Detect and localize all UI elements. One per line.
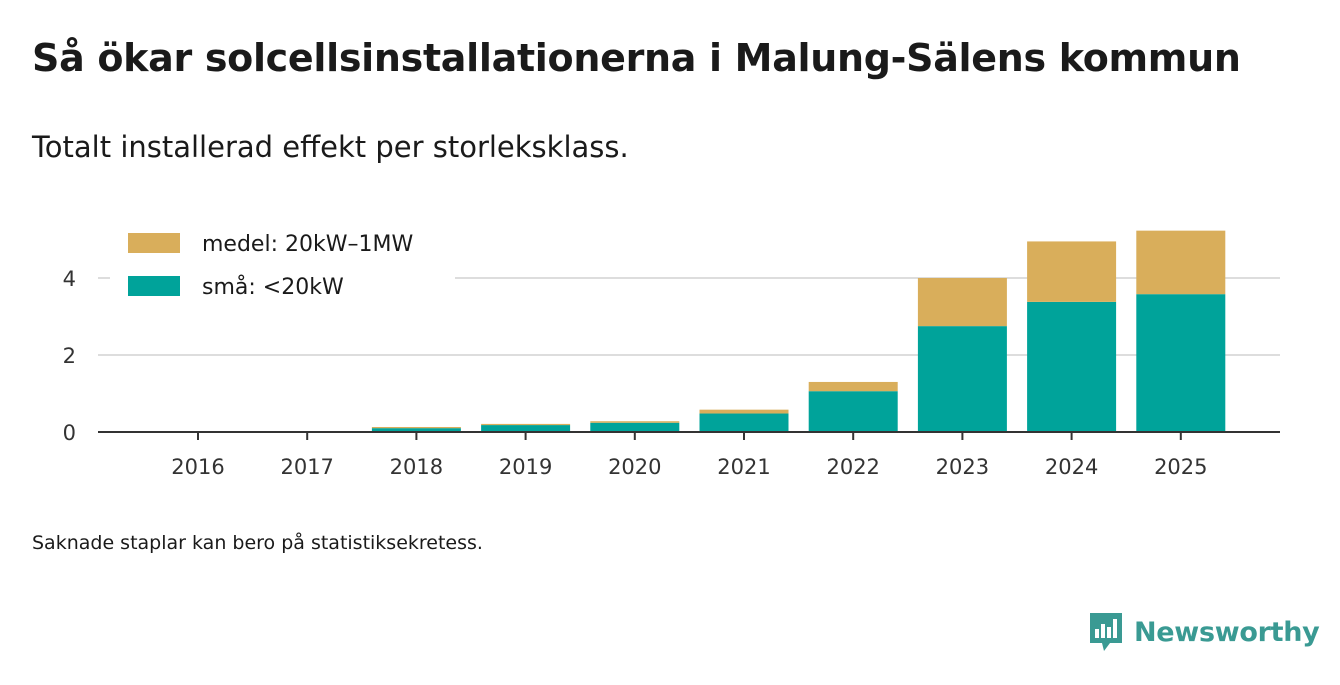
stacked-bar-chart: 2016 2017 2018 2019 2020 2021 2022 2023 2024 2025… xyxy=(62,222,1280,479)
newsworthy-logo[interactable]: Newsworthy xyxy=(1088,610,1320,654)
y-tick-label: 0 xyxy=(63,421,76,445)
y-tick-label: 4 xyxy=(63,267,76,291)
bar-small-2025[interactable] xyxy=(1136,294,1226,432)
y-tick-label: 2 xyxy=(63,344,76,368)
bar-small-2021[interactable] xyxy=(699,413,789,432)
x-tick-label-2016: 2016 xyxy=(171,455,224,479)
bar-medium-2020[interactable] xyxy=(590,421,680,423)
x-tick-label-2022: 2022 xyxy=(826,455,879,479)
legend-label-medium: medel: 20kW–1MW xyxy=(202,232,413,257)
chart-title: Så ökar solcellsinstallationerna i Malun… xyxy=(32,36,1241,80)
bar-small-2019[interactable] xyxy=(481,425,571,432)
bar-small-2018[interactable] xyxy=(371,428,461,432)
brand-name: Newsworthy xyxy=(1134,616,1320,648)
x-tick-label-2021: 2021 xyxy=(717,455,770,479)
x-tick-label-2017: 2017 xyxy=(280,455,333,479)
chart-subtitle: Totalt installerad effekt per storlekskl… xyxy=(32,130,629,164)
bar-medium-2018[interactable] xyxy=(371,426,461,429)
legend-label-small: små: <20kW xyxy=(202,274,344,300)
legend: medel: 20kW–1MW små: <20kW xyxy=(110,222,455,310)
x-tick-label-2025: 2025 xyxy=(1154,455,1207,479)
x-tick-label-2020: 2020 xyxy=(608,455,661,479)
newsworthy-chart-icon xyxy=(1090,613,1122,651)
bar-medium-2022[interactable] xyxy=(808,381,898,392)
bar-small-2022[interactable] xyxy=(808,391,898,432)
x-tick-label-2018: 2018 xyxy=(390,455,443,479)
x-tick-labels: 2016 2017 2018 2019 2020 2021 2022 2023 2024 2025 xyxy=(171,432,1208,479)
bar-medium-2021[interactable] xyxy=(699,409,789,414)
footnote: Saknade staplar kan bero på statistiksek… xyxy=(32,532,483,554)
x-tick-label-2019: 2019 xyxy=(499,455,552,479)
bar-small-2023[interactable] xyxy=(917,326,1007,432)
bar-medium-2025[interactable] xyxy=(1136,230,1226,295)
bar-medium-2019[interactable] xyxy=(481,423,571,426)
bar-medium-2023[interactable] xyxy=(917,278,1007,327)
bars xyxy=(371,230,1226,432)
y-tick-labels: 0 2 4 xyxy=(63,267,76,445)
x-tick-label-2023: 2023 xyxy=(936,455,989,479)
legend-swatch-medium xyxy=(128,233,180,253)
x-tick-label-2024: 2024 xyxy=(1045,455,1098,479)
bar-small-2020[interactable] xyxy=(590,422,680,432)
bar-small-2024[interactable] xyxy=(1027,301,1117,432)
bar-medium-2024[interactable] xyxy=(1027,241,1117,302)
legend-swatch-small xyxy=(128,276,180,296)
